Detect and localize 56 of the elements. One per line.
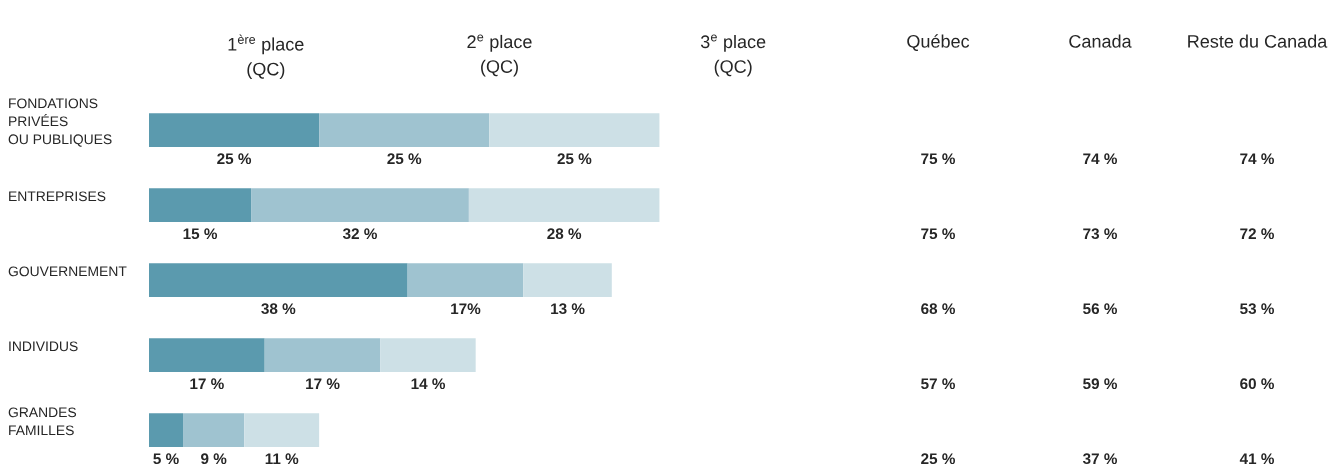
data-label: 25 % xyxy=(921,453,956,465)
data-label: 75 % xyxy=(921,153,956,165)
data-label: 25 % xyxy=(217,153,252,165)
data-label: 9 % xyxy=(201,453,227,465)
bar xyxy=(183,413,245,447)
data-label: 72 % xyxy=(1240,228,1275,240)
bar xyxy=(149,263,408,297)
bar xyxy=(149,113,320,147)
data-label: 75 % xyxy=(921,228,956,240)
y-tick-label: GOUVERNEMENT xyxy=(8,266,127,277)
data-label: 68 % xyxy=(921,303,956,315)
data-label: 28 % xyxy=(547,228,582,240)
data-label: 32 % xyxy=(342,228,377,240)
text: 2$^{e}$ place (QC) xyxy=(467,34,532,77)
data-label: 74 % xyxy=(1083,153,1118,165)
data-label: 13 % xyxy=(551,303,585,315)
data-label: 37 % xyxy=(1082,453,1118,465)
text: 3$^{e}$ place (QC) xyxy=(700,34,766,77)
data-label: 17 % xyxy=(190,378,224,390)
data-label: 60 % xyxy=(1240,378,1275,390)
bar xyxy=(251,188,469,222)
data-label: 11 % xyxy=(265,453,299,465)
data-label: 73 % xyxy=(1083,228,1118,240)
bar xyxy=(149,188,252,222)
data-label: 56 % xyxy=(1083,303,1118,315)
bar xyxy=(523,263,612,297)
bar xyxy=(149,413,184,447)
data-label: 25 % xyxy=(557,153,592,165)
bar xyxy=(380,338,476,372)
y-tick-label: GRANDES FAMILLES xyxy=(8,407,77,436)
data-label: 53 % xyxy=(1240,303,1275,315)
text: Canada xyxy=(1069,34,1132,48)
data-label: 41 % xyxy=(1239,453,1275,465)
bar xyxy=(264,338,381,372)
data-label: 38 % xyxy=(261,303,296,315)
data-label: 74 % xyxy=(1240,153,1275,165)
bar xyxy=(407,263,524,297)
bar xyxy=(244,413,320,447)
data-label: 17 % xyxy=(306,378,340,390)
y-tick-label: FONDATIONS PRIVÉES OU PUBLIQUES xyxy=(8,98,112,147)
bar xyxy=(468,188,660,222)
y-tick-label: ENTREPRISES xyxy=(9,191,106,202)
data-label: 17% xyxy=(451,303,481,315)
bar xyxy=(489,113,660,147)
data-label: 5 % xyxy=(153,453,179,465)
text: Québec xyxy=(907,34,970,51)
y-tick-label: INDIVIDUS xyxy=(9,341,78,352)
bar xyxy=(149,338,265,372)
data-label: 14 % xyxy=(411,378,446,390)
text: Reste du Canada xyxy=(1188,34,1328,48)
series-label: 1$^{ère}$ place (QC) xyxy=(228,34,304,80)
data-label: 59 % xyxy=(1083,378,1118,390)
data-label: 57 % xyxy=(921,378,956,390)
data-label: 15 % xyxy=(183,228,218,240)
data-label: 25 % xyxy=(387,153,422,165)
bar xyxy=(319,113,490,147)
